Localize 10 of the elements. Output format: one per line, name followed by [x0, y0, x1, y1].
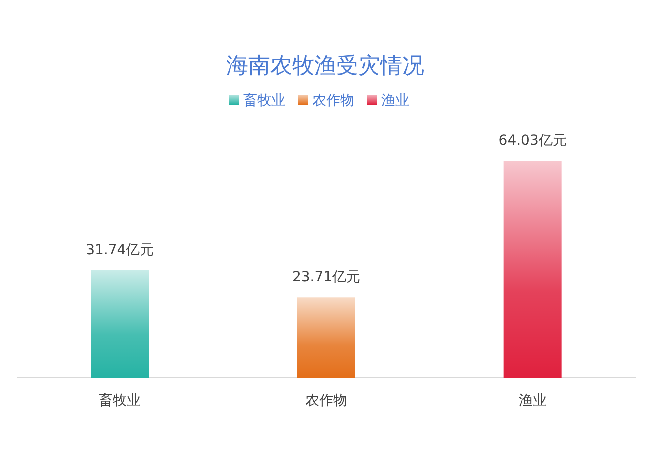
legend-label: 畜牧业 — [244, 93, 286, 109]
title: 海南农牧渔受灾情况 — [226, 54, 424, 79]
x-tick: 农作物 — [306, 393, 348, 409]
legend-label: 农作物 — [312, 93, 354, 109]
legend-label: 渔业 — [382, 93, 410, 109]
data-label: 64.03亿元 — [498, 133, 567, 149]
data-label: 23.71亿元 — [292, 270, 361, 286]
x-tick: 渔业 — [518, 393, 547, 409]
data-label: 31.74亿元 — [86, 242, 154, 258]
x-tick: 畜牧业 — [99, 393, 142, 409]
